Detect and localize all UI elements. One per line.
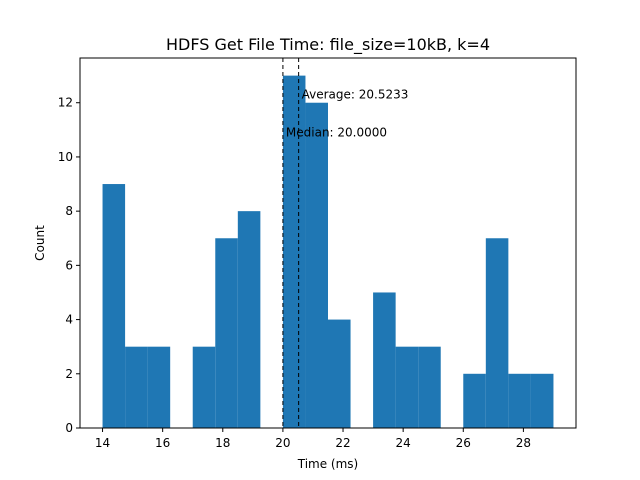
x-tick-label: 24 <box>396 436 411 450</box>
x-tick-label: 14 <box>95 436 110 450</box>
x-tick-label: 22 <box>335 436 350 450</box>
x-tick-label: 28 <box>516 436 531 450</box>
y-tick-label: 2 <box>65 367 73 381</box>
y-tick-label: 0 <box>65 421 73 435</box>
x-tick-label: 20 <box>275 436 290 450</box>
bar-1 <box>125 346 148 428</box>
bar-18 <box>508 373 531 428</box>
average-label: Average: 20.5233 <box>302 88 409 102</box>
bar-10 <box>328 319 351 428</box>
x-tick-label: 26 <box>456 436 471 450</box>
bar-9 <box>305 102 328 428</box>
bar-6 <box>237 211 261 428</box>
y-tick-label: 6 <box>65 258 73 272</box>
y-tick-label: 12 <box>58 96 73 110</box>
chart-title: HDFS Get File Time: file_size=10kB, k=4 <box>166 35 490 55</box>
bar-4 <box>192 346 216 428</box>
median-label: Median: 20.0000 <box>286 126 387 140</box>
y-tick-label: 8 <box>65 204 73 218</box>
bar-17 <box>485 238 509 428</box>
bar-14 <box>418 346 441 428</box>
bar-5 <box>215 238 238 428</box>
bar-19 <box>530 373 554 428</box>
x-tick-label: 18 <box>215 436 230 450</box>
bar-2 <box>147 346 171 428</box>
y-tick-label: 10 <box>58 150 73 164</box>
y-axis-ticks: 0 2 4 6 8 10 12 <box>58 96 80 435</box>
y-axis-label: Count <box>33 225 47 261</box>
bar-8 <box>282 75 306 428</box>
plot-frame <box>79 57 577 429</box>
y-tick-label: 4 <box>65 313 73 327</box>
bar-0 <box>102 184 126 428</box>
annotations-group: Average: 20.5233 Median: 20.0000 <box>286 88 408 140</box>
bars-group <box>102 75 554 428</box>
x-axis-label: Time (ms) <box>297 457 359 471</box>
reference-lines-group <box>282 58 300 428</box>
bar-12 <box>373 292 396 428</box>
bar-13 <box>395 346 419 428</box>
bar-16 <box>463 373 486 428</box>
x-tick-label: 16 <box>155 436 170 450</box>
x-axis-ticks: 14 16 18 20 22 24 26 28 <box>95 428 531 450</box>
